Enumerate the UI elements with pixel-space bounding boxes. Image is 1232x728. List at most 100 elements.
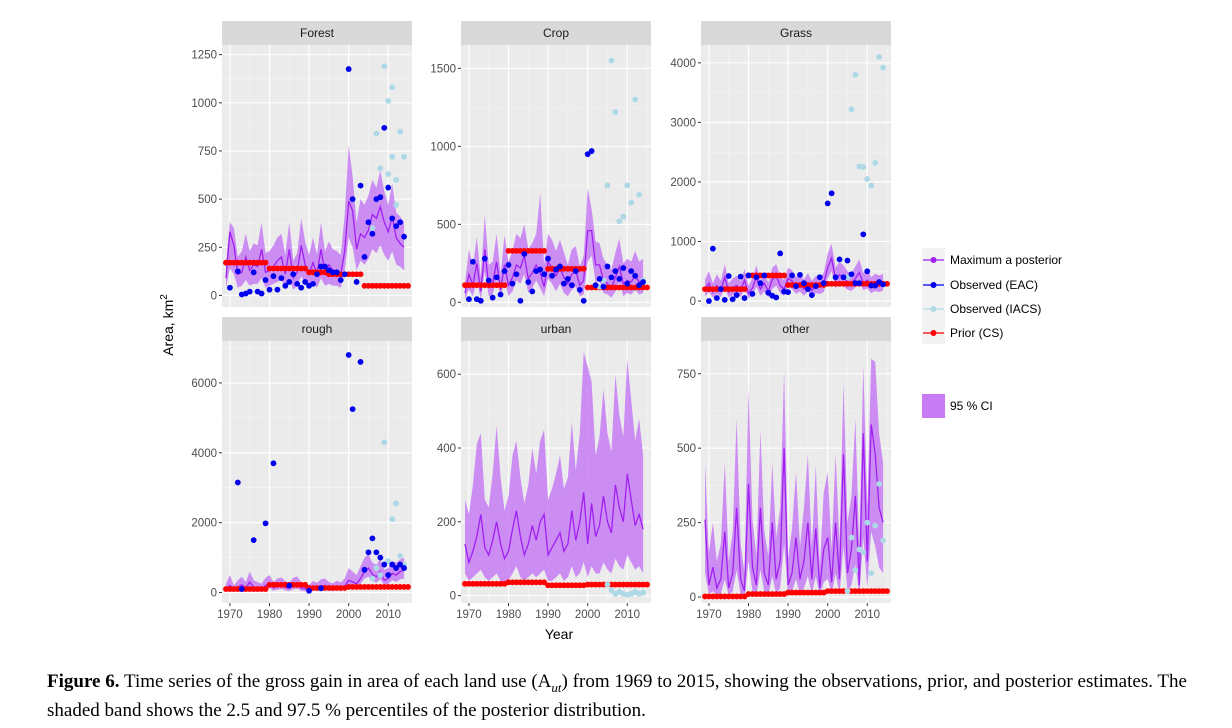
legend-key-point-eac xyxy=(930,282,937,288)
prior-point xyxy=(644,284,650,291)
eac-point xyxy=(880,281,886,288)
eac-point xyxy=(537,266,544,273)
eac-point xyxy=(753,274,760,281)
legend-label-prior: Prior (CS) xyxy=(950,326,1003,340)
iacs-point xyxy=(373,130,380,137)
eac-point xyxy=(489,294,496,301)
eac-point xyxy=(564,276,571,282)
panel-data xyxy=(702,358,890,600)
eac-point xyxy=(713,295,720,301)
legend-key-ci xyxy=(922,394,945,418)
iacs-point xyxy=(373,565,380,571)
iacs-point xyxy=(868,182,875,189)
figure-caption: Figure 6. Time series of the gross gain … xyxy=(47,670,1187,722)
iacs-point xyxy=(852,567,859,574)
facet-strip xyxy=(222,21,412,45)
eac-point xyxy=(828,190,835,197)
y-tick-label: 1000 xyxy=(430,141,456,153)
eac-point xyxy=(250,269,257,276)
eac-point xyxy=(737,273,744,280)
legend-key-background xyxy=(922,248,945,344)
y-tick-label: 4000 xyxy=(670,58,696,70)
ci-band xyxy=(226,145,405,290)
eac-point xyxy=(580,297,587,304)
legend-label-eac: Observed (EAC) xyxy=(950,278,1038,292)
eac-point xyxy=(234,268,241,275)
eac-point xyxy=(509,280,516,287)
eac-point xyxy=(286,279,293,285)
facet-strip-label: rough xyxy=(302,322,333,336)
iacs-point xyxy=(860,549,867,556)
eac-point xyxy=(717,286,724,293)
iacs-point xyxy=(377,165,384,172)
eac-point xyxy=(485,277,492,284)
iacs-point xyxy=(389,84,396,91)
iacs-point xyxy=(385,97,392,104)
prior-point xyxy=(302,265,309,272)
eac-point xyxy=(612,268,619,275)
panel-background xyxy=(701,45,891,307)
eac-point xyxy=(604,263,611,270)
y-tick-label: 600 xyxy=(437,369,456,381)
prior-point xyxy=(541,247,548,254)
eac-point xyxy=(596,276,603,282)
prior-point xyxy=(644,581,650,588)
eac-point xyxy=(765,289,772,296)
eac-point xyxy=(789,272,795,279)
eac-point xyxy=(493,274,500,281)
eac-point xyxy=(545,255,551,262)
legend-label-iacs: Observed (IACS) xyxy=(950,302,1041,316)
iacs-point xyxy=(389,516,396,523)
eac-point xyxy=(361,254,368,260)
caption-label: Figure 6. xyxy=(47,671,120,692)
iacs-point xyxy=(381,439,388,446)
map-line xyxy=(464,473,644,565)
iacs-point xyxy=(848,106,855,113)
y-tick-label: 750 xyxy=(677,369,696,381)
iacs-point xyxy=(616,218,623,225)
iacs-point xyxy=(624,182,631,189)
eac-point xyxy=(389,215,396,222)
iacs-point xyxy=(636,191,643,198)
iacs-point xyxy=(856,546,863,553)
prior-point xyxy=(580,265,587,272)
eac-point xyxy=(369,535,376,542)
eac-point xyxy=(600,283,607,290)
panel-data xyxy=(462,352,650,598)
eac-point xyxy=(836,256,843,263)
eac-point xyxy=(840,274,847,281)
iacs-point xyxy=(393,201,400,208)
eac-point xyxy=(561,280,567,287)
eac-point xyxy=(397,219,404,226)
facet-strip-label: Crop xyxy=(543,26,569,40)
iacs-point xyxy=(604,581,611,588)
facet-strip xyxy=(222,317,412,341)
eac-point xyxy=(389,561,396,568)
panel-data xyxy=(702,54,890,304)
y-tick-label: 500 xyxy=(437,219,456,231)
iacs-point xyxy=(620,213,627,220)
eac-point xyxy=(278,275,285,282)
eac-point xyxy=(628,268,635,275)
iacs-point xyxy=(385,171,392,177)
legend-key-point-prior xyxy=(930,330,937,336)
eac-point xyxy=(729,296,736,303)
eac-point xyxy=(310,280,316,287)
facet-strip xyxy=(701,317,891,341)
iacs-point xyxy=(397,128,404,135)
eac-point xyxy=(477,297,484,304)
eac-point xyxy=(369,230,376,237)
eac-point xyxy=(844,257,851,264)
eac-point xyxy=(521,251,528,257)
iacs-point xyxy=(385,558,392,564)
eac-point xyxy=(793,283,799,290)
iacs-point xyxy=(628,199,635,206)
panels-layer: Forest 0 250 500 750 1000 1250 Crop 0 500 1000 1500… xyxy=(191,21,891,621)
y-tick-label: 250 xyxy=(677,518,696,530)
eac-point xyxy=(797,271,803,278)
facet-strip-label: Grass xyxy=(780,26,812,40)
eac-point xyxy=(469,258,476,265)
eac-point xyxy=(393,565,400,571)
legend-label-map: Maximum a posterior xyxy=(950,253,1062,267)
prior-point xyxy=(781,272,788,279)
